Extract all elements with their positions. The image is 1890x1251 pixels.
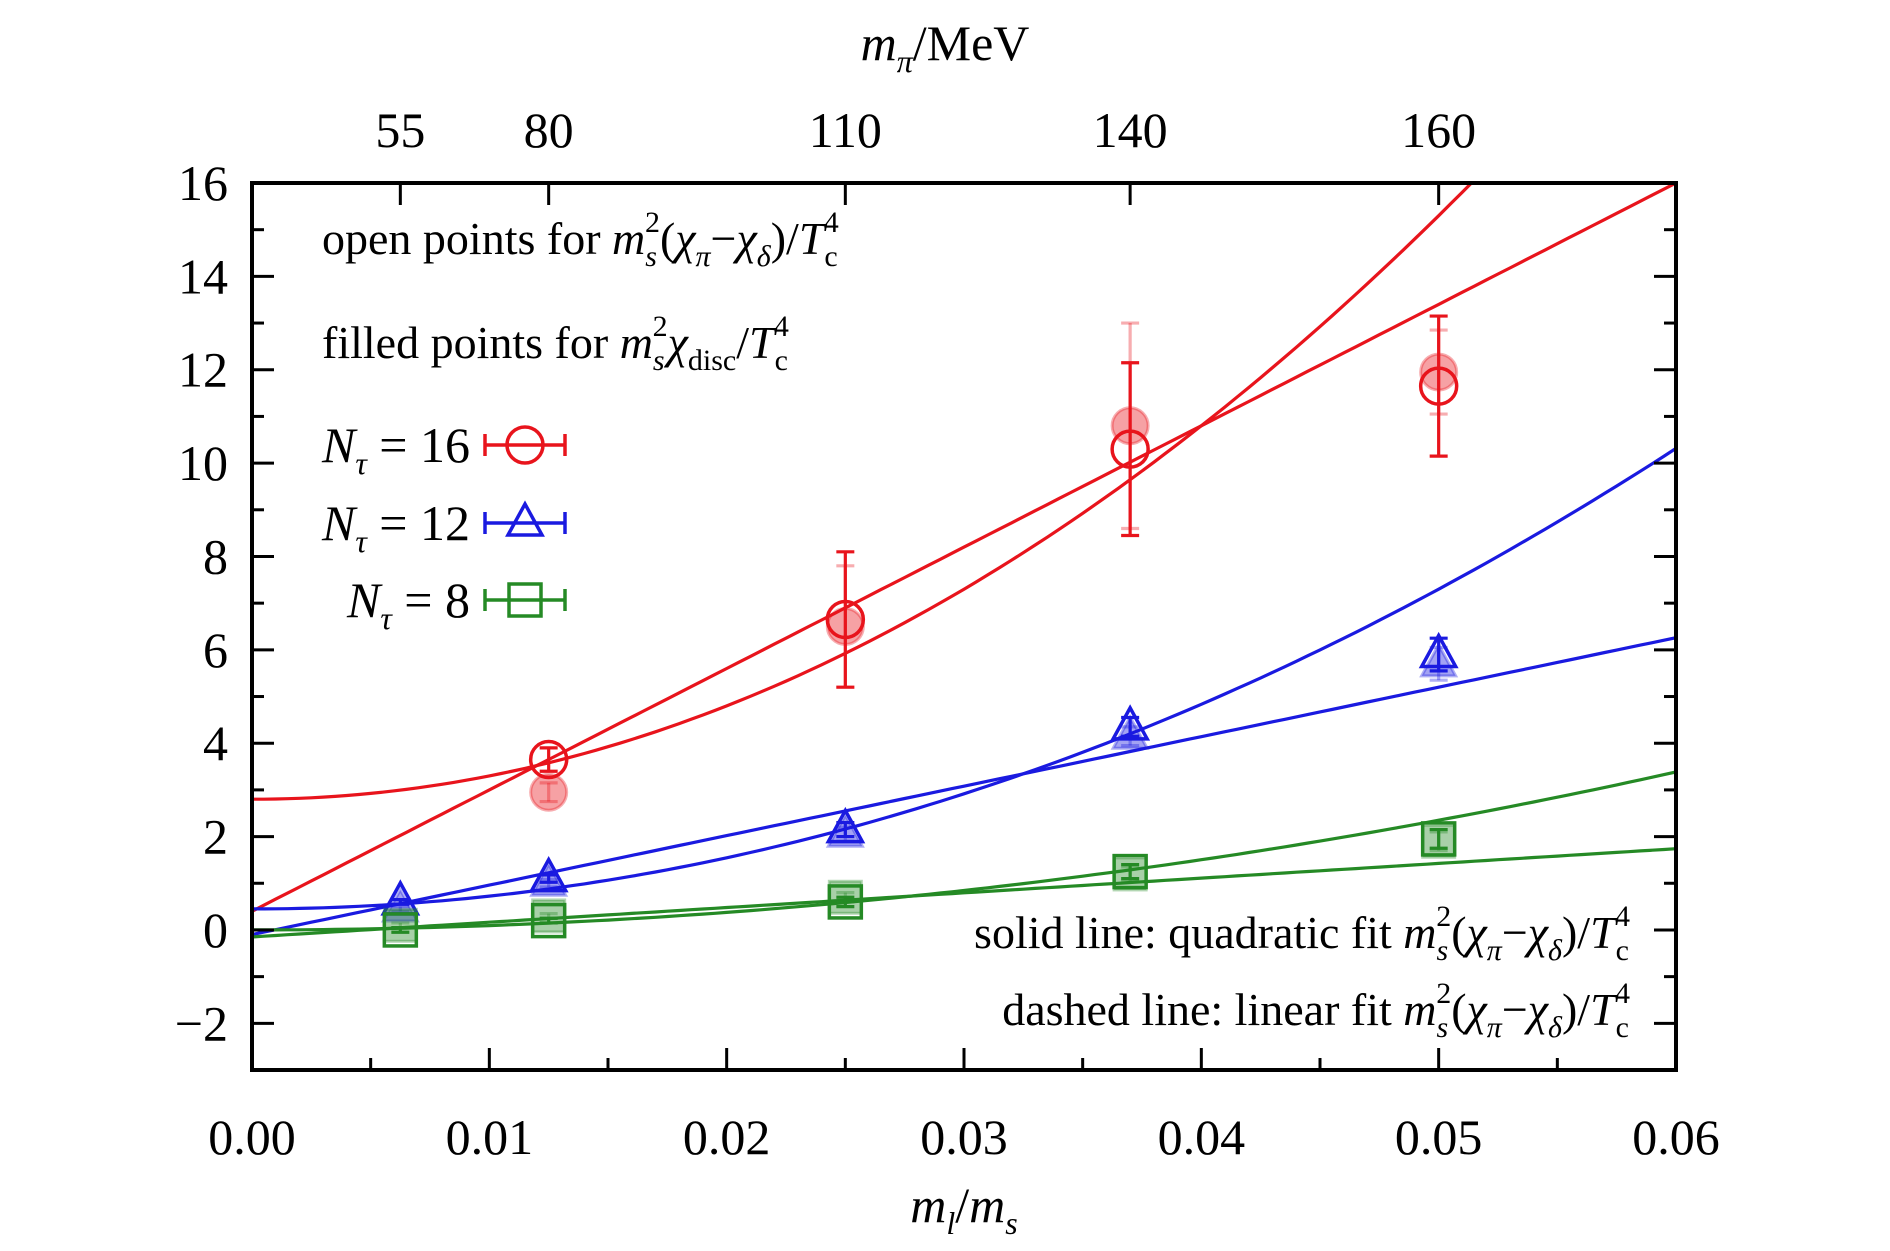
solid-line-note: solid line: quadratic fit ms2(χπ−χδ)/Tc4: [974, 900, 1630, 967]
data-points: [380, 314, 1459, 948]
top-tick-label: 110: [809, 102, 882, 158]
x-tick-label: 0.01: [446, 1109, 534, 1165]
x-tick-label: 0.04: [1158, 1109, 1246, 1165]
y-tick-label: −2: [175, 995, 228, 1051]
legend: Nτ = 16 Nτ = 12 Nτ = 8: [321, 417, 567, 636]
x-tick-label: 0.02: [683, 1109, 771, 1165]
y-tick-label: 2: [203, 809, 228, 865]
open-point-error-bar: [1429, 827, 1448, 850]
open-data-point: [1110, 429, 1150, 469]
plot-frame: [250, 181, 1678, 1072]
y-tick-label: 12: [178, 342, 228, 398]
open-data-point: [1112, 853, 1148, 890]
top-axis-label: mπ/MeV: [861, 15, 1030, 79]
open-data-point: [528, 739, 569, 780]
filled-point-error-bar: [539, 781, 558, 804]
dashed-line-note: dashed line: linear fit ms2(χπ−χδ)/Tc4: [1002, 977, 1630, 1044]
open-point-error-bar: [1121, 361, 1140, 538]
y-tick-label: 8: [203, 528, 228, 584]
legend-label: Nτ = 12: [321, 495, 470, 559]
y-tick-label: 16: [178, 155, 228, 211]
top-tick-label: 160: [1401, 102, 1476, 158]
y-tick-label: 10: [178, 435, 228, 491]
legend-swatch: [483, 434, 567, 456]
open-point-error-bar: [836, 895, 855, 909]
x-tick-label: 0.06: [1632, 1109, 1720, 1165]
x-tick-label: 0.00: [208, 1109, 296, 1165]
filled-point-error-bar: [391, 905, 410, 913]
open-point-error-bar: [1121, 862, 1140, 881]
open-point-error-bar: [539, 746, 558, 773]
legend-marker: [505, 425, 545, 465]
legend-swatch: [483, 589, 567, 611]
open-data-point: [825, 599, 866, 640]
quadratic-fit-line: [252, 447, 1676, 911]
open-data-point: [1418, 631, 1459, 669]
open-data-point: [528, 855, 569, 893]
fit-lines: [252, 183, 1676, 939]
linear-fit-line: [252, 847, 1676, 939]
linear-fit-line: [252, 183, 1676, 913]
x-axis-label: ml/ms: [910, 1177, 1017, 1241]
open-point-error-bar: [539, 916, 558, 925]
y-tick-label: 0: [203, 902, 228, 958]
legend-marker: [507, 582, 543, 618]
top-tick-label: 80: [524, 102, 574, 158]
legend-swatch: [483, 512, 567, 534]
filled-points-note: filled points for ms2χdisc/Tc4: [322, 310, 789, 377]
open-data-point: [382, 912, 419, 948]
quadratic-fit-line: [252, 183, 1474, 801]
open-data-point: [827, 884, 864, 920]
open-data-point: [1420, 821, 1457, 857]
linear-fit-line: [252, 636, 1676, 937]
open-point-error-bar: [391, 898, 410, 906]
open-point-error-bar: [539, 873, 558, 884]
y-tick-label: 6: [203, 622, 228, 678]
open-point-error-bar: [836, 550, 855, 689]
open-points-note: open points for ms2(χπ−χδ)/Tc4: [322, 206, 839, 273]
open-data-point: [825, 806, 866, 844]
filled-data-point: [529, 772, 569, 812]
legend-marker: [505, 500, 545, 537]
open-point-error-bar: [391, 926, 410, 934]
top-tick-label: 55: [375, 102, 425, 158]
open-data-point: [1418, 366, 1459, 406]
legend-label: Nτ = 16: [321, 417, 470, 481]
open-data-point: [530, 902, 567, 939]
y-tick-label: 4: [203, 715, 228, 771]
x-tick-label: 0.05: [1395, 1109, 1483, 1165]
y-tick-label: 14: [178, 248, 228, 304]
top-tick-label: 140: [1093, 102, 1168, 158]
x-tick-label: 0.03: [920, 1109, 1008, 1165]
open-data-point: [1110, 704, 1151, 741]
legend-label: Nτ = 8: [346, 572, 470, 636]
open-point-error-bar: [1429, 314, 1448, 458]
quadratic-fit-line: [252, 770, 1676, 932]
